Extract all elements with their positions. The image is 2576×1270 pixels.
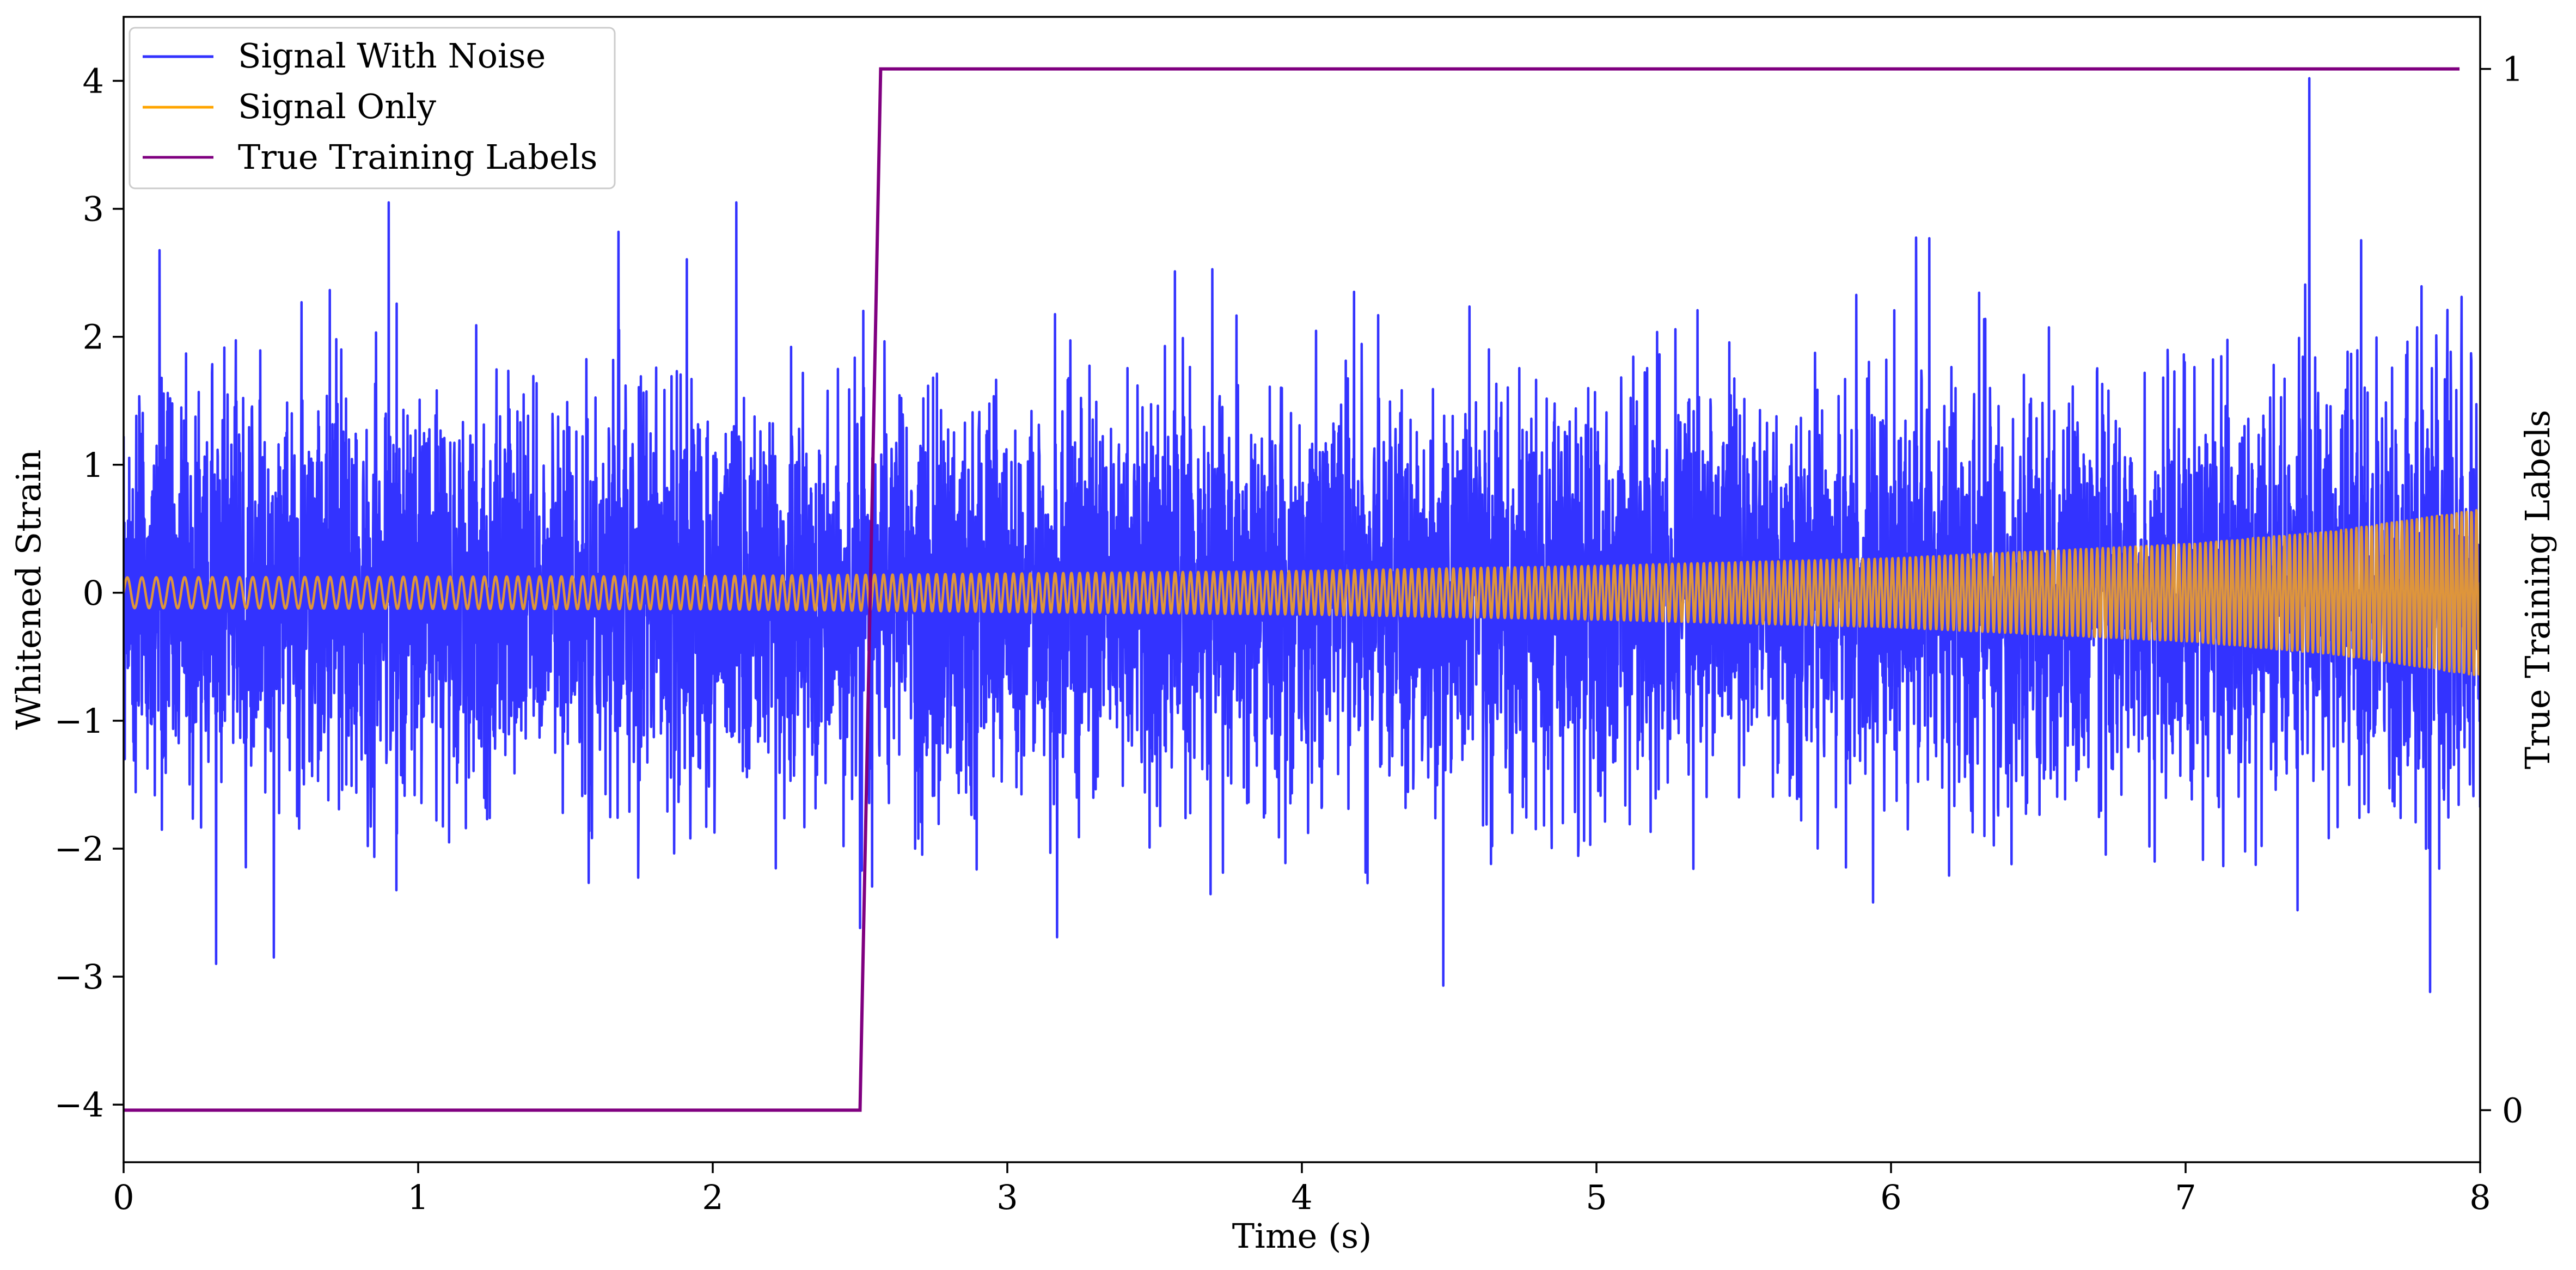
y-axis-label: Whitened Strain	[9, 450, 48, 730]
legend-label-signal-with-noise: Signal With Noise	[238, 36, 546, 76]
y-tick-label: 4	[83, 62, 104, 101]
legend: Signal With Noise Signal Only True Train…	[129, 27, 616, 189]
y-tick-label: −3	[54, 957, 104, 997]
y-axis-left: −4 −3 −2 −1 0 1 2 3 4	[54, 62, 124, 1125]
y-tick-label: 3	[83, 189, 104, 229]
legend-label-signal-only: Signal Only	[238, 87, 436, 126]
y-tick-label: 1	[83, 445, 104, 485]
x-tick-label: 5	[1586, 1177, 1607, 1217]
legend-box	[129, 27, 616, 189]
y-tick-label: 2	[83, 317, 104, 357]
y2-axis-label: True Training Labels	[2518, 410, 2557, 769]
x-tick-label: 2	[702, 1177, 723, 1217]
x-tick-label: 7	[2175, 1177, 2196, 1217]
x-tick-label: 4	[1291, 1177, 1312, 1217]
x-axis: 0 1 2 3 4 5 6 7 8	[113, 1162, 2491, 1217]
x-tick-label: 0	[113, 1177, 134, 1217]
y-axis-right: 01	[2480, 50, 2523, 1130]
y2-tick-label: 0	[2502, 1090, 2523, 1130]
x-tick-label: 1	[407, 1177, 429, 1217]
plot-area	[124, 67, 2480, 1112]
y-tick-label: 0	[83, 573, 104, 613]
x-tick-label: 3	[996, 1177, 1018, 1217]
legend-label-true-training-labels: True Training Labels	[238, 137, 597, 177]
series-line-true-training-labels	[124, 67, 2460, 1112]
x-axis-label: Time (s)	[1232, 1216, 1372, 1256]
y-tick-label: −1	[54, 701, 104, 741]
y-tick-label: −4	[54, 1085, 104, 1125]
x-tick-label: 6	[1880, 1177, 1901, 1217]
y-tick-label: −2	[54, 829, 104, 869]
y2-tick-label: 1	[2502, 50, 2523, 89]
series-line-signal-only	[124, 509, 2480, 676]
x-tick-label: 8	[2469, 1177, 2491, 1217]
